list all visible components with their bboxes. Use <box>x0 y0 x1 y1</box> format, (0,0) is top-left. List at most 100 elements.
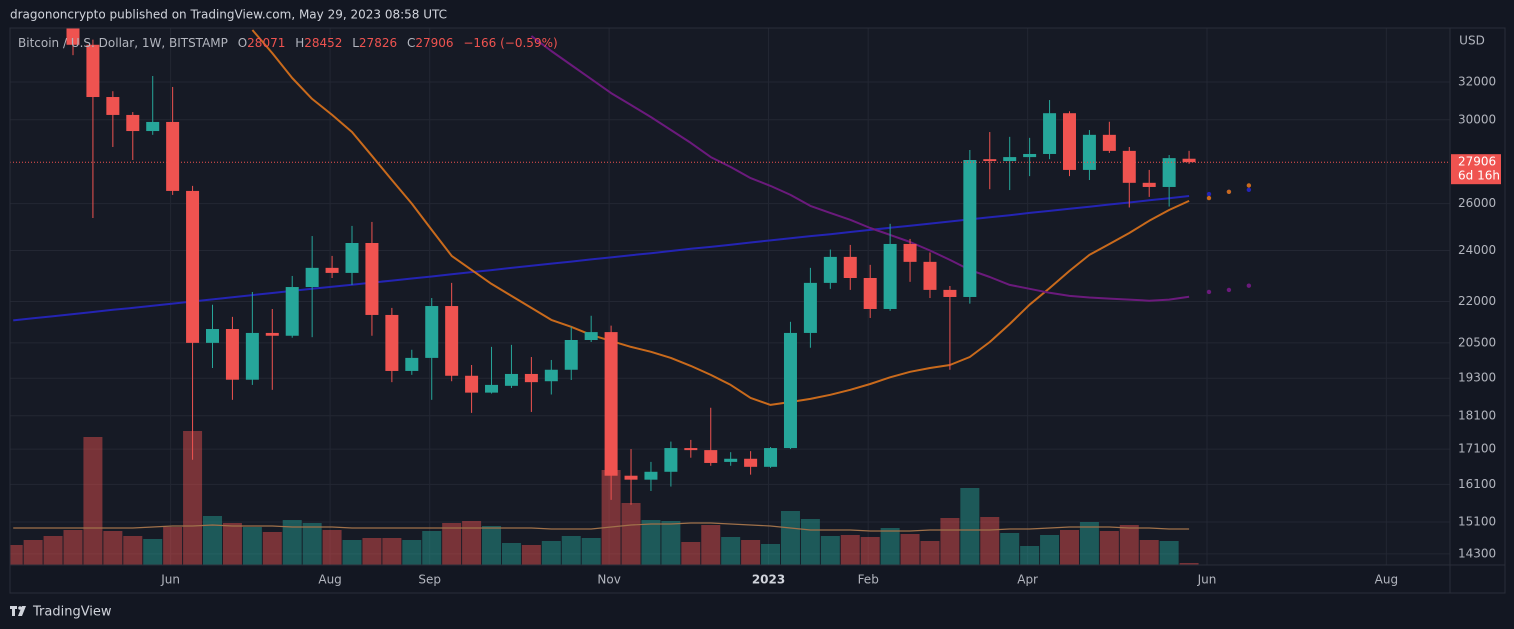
candle-body <box>504 373 518 386</box>
candle-body <box>783 332 797 449</box>
footer-logo <box>10 606 26 616</box>
candle-body <box>724 458 738 462</box>
y-tick-label: 24000 <box>1458 243 1496 257</box>
volume-bar <box>302 523 322 565</box>
candle-body <box>405 357 419 371</box>
candle-body <box>1182 158 1196 163</box>
candle-body <box>1122 150 1136 183</box>
candle-body <box>604 332 618 476</box>
candle-body <box>285 287 299 336</box>
x-tick-label: Sep <box>418 573 441 587</box>
candle-body <box>126 114 140 132</box>
volume-bar <box>741 540 761 565</box>
candle-body <box>764 448 778 467</box>
plot <box>10 28 1450 565</box>
volume-bar <box>860 537 880 565</box>
y-tick-label: 30000 <box>1458 112 1496 126</box>
price-axis-unit: USD <box>1459 34 1485 48</box>
volume-bar <box>900 534 920 565</box>
volume-bar <box>581 538 601 565</box>
candle-body <box>1043 113 1057 154</box>
candle-body <box>1082 134 1096 170</box>
y-tick-label: 14300 <box>1458 546 1496 560</box>
volume-bar <box>63 530 83 565</box>
footer-brand: TradingView <box>32 605 112 620</box>
candle-body <box>704 450 718 463</box>
candle-body <box>823 256 837 283</box>
ohlc-label: H <box>295 36 304 50</box>
ohlc-value: 27906 <box>415 36 453 50</box>
y-tick-label: 19300 <box>1458 371 1496 385</box>
projection-dot <box>1226 287 1232 293</box>
volume-bar <box>661 521 681 565</box>
volume-bar <box>960 488 980 565</box>
candle-body <box>445 306 459 376</box>
candle-body <box>425 306 439 358</box>
candle-body <box>803 282 817 333</box>
candle-body <box>86 44 100 98</box>
volume-bar <box>462 521 482 565</box>
candle-body <box>485 384 499 393</box>
projection-dot <box>1226 189 1232 195</box>
candle-body <box>1102 134 1116 151</box>
candle-body <box>1142 182 1156 187</box>
candle-body <box>365 242 379 315</box>
x-tick-label: Apr <box>1017 573 1038 587</box>
volume-bar <box>840 535 860 565</box>
y-tick-label: 18100 <box>1458 408 1496 422</box>
ohlc-label: O <box>238 36 247 50</box>
candle-body <box>1162 158 1176 187</box>
volume-bar <box>501 543 521 565</box>
volume-bar <box>382 538 402 565</box>
volume-bar <box>780 511 800 565</box>
candle-body <box>245 332 259 380</box>
x-tick-label: 2023 <box>752 573 785 587</box>
candle-body <box>1023 153 1037 158</box>
volume-bar <box>681 542 701 565</box>
candle-body <box>265 332 279 336</box>
ohlc-value: 28452 <box>304 36 342 50</box>
projection-dot <box>1246 283 1252 288</box>
change: −166 (−0.59%) <box>463 36 557 50</box>
y-tick-label: 26000 <box>1458 196 1496 210</box>
volume-bar <box>1040 535 1060 565</box>
volume-ma-line <box>13 522 1190 532</box>
candle-body <box>624 475 638 480</box>
volume-bar <box>422 531 442 565</box>
ohlc-value: 27826 <box>359 36 397 50</box>
volume-bar <box>222 523 242 565</box>
ohlc-value: 28071 <box>247 36 285 50</box>
candle-body <box>943 289 957 297</box>
candle-body <box>584 332 598 341</box>
candle-body <box>903 243 917 262</box>
last-price-label: 27906 <box>1458 155 1496 169</box>
volume-bar <box>242 527 262 565</box>
volume-bar <box>980 517 1000 565</box>
symbol: Bitcoin / U.S. Dollar, 1W, BITSTAMP <box>18 36 228 50</box>
published-note: dragononcrypto published on TradingView.… <box>10 8 447 22</box>
candle-body <box>146 121 160 132</box>
last-price-tag <box>1451 154 1501 185</box>
x-tick-label: Jun <box>160 573 180 587</box>
projection-dot <box>1206 191 1212 197</box>
candle-body <box>564 340 578 370</box>
volume-bar <box>800 519 820 565</box>
volume-bar <box>163 527 183 565</box>
candle-body <box>206 329 219 343</box>
candle-body <box>1062 113 1076 170</box>
volume-bar <box>23 540 43 565</box>
candle-body <box>1003 157 1017 162</box>
candle-body <box>843 256 857 279</box>
moving-average-line <box>13 195 1190 322</box>
plot-area <box>10 28 1450 565</box>
candle-body <box>345 242 359 273</box>
volume-bar <box>103 531 123 565</box>
volume-bar <box>1159 541 1179 565</box>
volume-bar <box>362 538 382 565</box>
volume-bar <box>561 536 581 565</box>
volume-bar <box>282 520 302 565</box>
countdown-label: 6d 16h <box>1458 169 1500 183</box>
x-tick-label: Nov <box>597 573 620 587</box>
volume-bar <box>203 516 222 565</box>
